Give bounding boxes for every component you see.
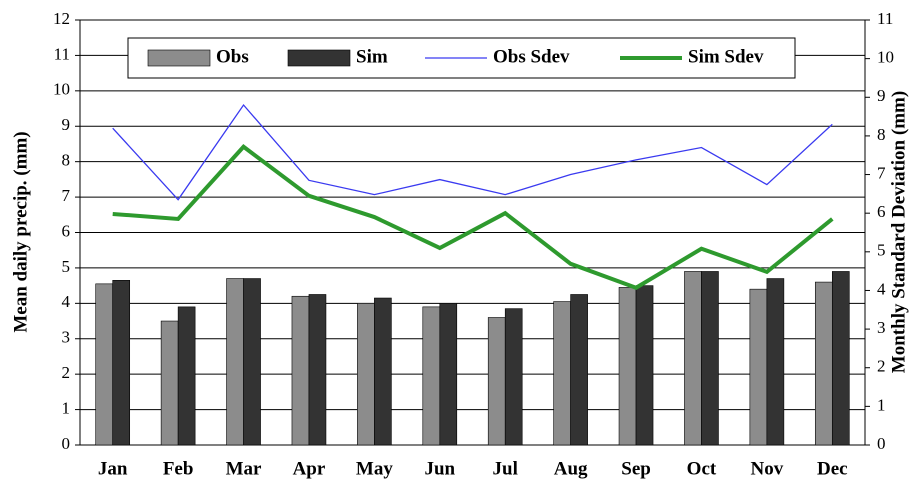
y2-axis-title: Monthly Standard Deviation (mm) [888, 91, 909, 373]
x-tick-label: Oct [687, 458, 717, 479]
y2-tick-label: 7 [877, 163, 886, 182]
legend-label: Obs [216, 46, 249, 67]
y2-tick-label: 10 [877, 48, 894, 67]
x-tick-label: Jan [98, 458, 128, 479]
y-tick-label: 3 [62, 328, 71, 347]
bar [422, 306, 441, 446]
y2-tick-label: 9 [877, 86, 886, 105]
x-tick-label: Jul [493, 458, 518, 479]
legend-label: Sim Sdev [688, 46, 764, 67]
y-tick-label: 2 [62, 363, 71, 382]
bar [374, 297, 392, 446]
bar [553, 301, 571, 446]
y2-tick-label: 1 [877, 395, 886, 414]
bar [814, 281, 833, 446]
x-tick-label: Sep [621, 458, 651, 479]
y-tick-label: 8 [62, 151, 71, 170]
bar [749, 288, 768, 446]
bar [177, 306, 196, 446]
y-tick-label: 4 [62, 292, 71, 311]
bar [831, 271, 850, 446]
bar [308, 294, 327, 446]
bar [618, 287, 637, 446]
bar [504, 308, 523, 446]
plot-frame [79, 19, 866, 446]
x-tick-label: Mar [226, 458, 262, 479]
y2-tick-label: 2 [877, 357, 886, 376]
y-axis-title: Mean daily precip. (mm) [10, 131, 31, 332]
legend-swatch [287, 49, 351, 67]
y2-tick-label: 5 [877, 241, 886, 260]
y-tick-label: 11 [54, 44, 70, 63]
bar [439, 303, 458, 446]
x-tick-label: Nov [751, 458, 784, 479]
line [112, 103, 833, 201]
bar [701, 271, 719, 446]
y-tick-label: 1 [62, 398, 71, 417]
y2-tick-label: 8 [877, 125, 886, 144]
bar [95, 283, 114, 446]
x-tick-label: May [356, 458, 393, 479]
y-tick-label: 10 [53, 80, 70, 99]
y2-tick-label: 3 [877, 318, 886, 337]
bar [112, 280, 131, 446]
bar [684, 271, 702, 446]
bar [291, 295, 310, 446]
y2-tick-label: 6 [877, 202, 886, 221]
y-tick-label: 0 [62, 434, 71, 453]
x-tick-label: Apr [293, 458, 326, 479]
y2-tick-label: 0 [877, 434, 886, 453]
bar [226, 278, 244, 446]
bar [635, 285, 654, 446]
y-tick-label: 12 [53, 9, 70, 28]
x-tick-label: Dec [817, 458, 848, 479]
bar [766, 278, 785, 446]
line [112, 144, 834, 290]
x-tick-label: Jun [424, 458, 455, 479]
y2-tick-label: 11 [877, 9, 893, 28]
x-tick-label: Aug [554, 458, 588, 479]
bar [487, 317, 506, 446]
legend-label: Sim [356, 46, 388, 67]
bar [160, 320, 179, 446]
y-tick-label: 7 [62, 186, 71, 205]
y-tick-label: 5 [62, 257, 71, 276]
legend-swatch [147, 49, 211, 67]
y-tick-label: 6 [62, 221, 71, 240]
legend-label: Obs Sdev [493, 46, 570, 67]
x-tick-label: Feb [163, 458, 194, 479]
y-tick-label: 9 [62, 115, 71, 134]
bar [570, 294, 588, 446]
y2-tick-label: 4 [877, 279, 886, 298]
bar [243, 278, 261, 446]
bar [357, 303, 375, 446]
